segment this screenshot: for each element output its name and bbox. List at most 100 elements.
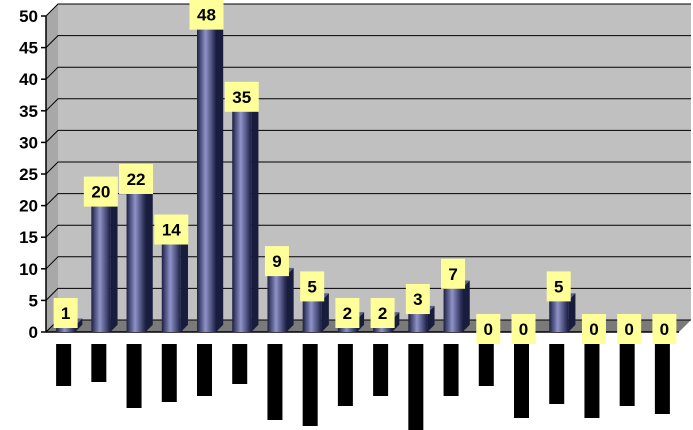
data-label: 48	[189, 0, 224, 30]
bar-front	[197, 28, 216, 332]
category-label	[549, 344, 565, 404]
data-label-text: 0	[660, 320, 669, 339]
data-label: 35	[224, 81, 259, 112]
category-label	[373, 344, 389, 396]
category-label	[654, 344, 670, 414]
y-tick-label: 50	[19, 7, 38, 26]
data-label: 14	[154, 214, 189, 245]
data-label-text: 0	[484, 320, 493, 339]
data-label-text: 48	[197, 6, 216, 25]
bar	[91, 198, 118, 332]
bar-front	[126, 192, 146, 332]
data-label: 1	[53, 298, 78, 328]
bar-side	[110, 198, 118, 332]
data-label: 0	[617, 314, 642, 344]
data-label-box	[224, 81, 259, 112]
data-label-box	[652, 314, 677, 344]
bar-front	[408, 313, 428, 332]
data-label-text: 0	[519, 320, 528, 339]
bar-side	[462, 280, 470, 332]
bar-side	[180, 236, 188, 332]
data-label-text: 3	[413, 290, 422, 309]
y-tick-label: 25	[19, 165, 38, 184]
data-label: 20	[83, 176, 118, 207]
data-label-box	[264, 246, 289, 277]
data-label-text: 9	[272, 252, 281, 271]
category-label	[267, 344, 283, 420]
data-label: 22	[119, 163, 154, 194]
bar	[161, 236, 188, 332]
bar	[232, 103, 259, 332]
data-label-text: 5	[307, 277, 316, 296]
y-tick-label: 20	[19, 197, 38, 216]
data-label-box	[335, 298, 360, 328]
data-label-box	[546, 271, 571, 302]
gridline	[45, 35, 691, 48]
data-label-text: 0	[589, 320, 598, 339]
category-label	[161, 344, 177, 402]
data-label-box	[119, 163, 154, 194]
bar	[126, 185, 153, 332]
gridline	[45, 287, 691, 301]
category-labels	[56, 344, 670, 430]
data-label-box	[370, 298, 395, 328]
data-label-text: 14	[162, 221, 181, 240]
y-axis-tick-labels: 0 5 10 15 20 25 30 35 40 45 50	[19, 7, 38, 342]
data-label-box	[405, 284, 430, 315]
data-label-text: 20	[91, 183, 110, 202]
data-label-box	[581, 314, 606, 344]
category-label	[337, 344, 353, 406]
data-label-box	[154, 214, 189, 245]
bar-front	[267, 275, 287, 332]
bar-side	[251, 103, 259, 332]
bar-side	[321, 293, 329, 332]
gridline	[45, 129, 691, 143]
data-label-box	[476, 314, 501, 344]
bar-front	[549, 300, 569, 332]
bar-side	[145, 185, 153, 332]
data-label: 0	[476, 314, 501, 344]
data-label-text: 22	[127, 170, 146, 189]
bar-side	[286, 267, 294, 332]
bar-front	[443, 287, 463, 332]
data-label-text: 5	[554, 277, 563, 296]
data-label-text: 7	[448, 265, 457, 284]
bar-front	[91, 205, 111, 332]
data-label-text: 35	[232, 88, 251, 107]
gridline	[45, 98, 691, 112]
category-label	[197, 344, 212, 396]
y-tick-label: 35	[19, 102, 38, 121]
data-label: 0	[652, 314, 677, 344]
y-tick-label: 5	[29, 291, 38, 310]
data-label: 3	[405, 284, 430, 315]
category-label	[619, 344, 635, 406]
y-tick-label: 45	[19, 39, 38, 58]
axes	[41, 15, 679, 333]
data-label-text: 0	[624, 320, 633, 339]
bar	[197, 21, 224, 332]
bar	[267, 267, 294, 332]
category-label	[302, 344, 318, 426]
category-label	[514, 344, 529, 418]
bar-side	[216, 21, 224, 332]
data-label: 0	[581, 314, 606, 344]
gridline	[45, 3, 691, 17]
y-tick-label: 15	[19, 228, 38, 247]
bar-front	[161, 243, 181, 332]
data-label: 7	[441, 258, 466, 289]
data-label: 5	[300, 271, 325, 302]
category-label	[584, 344, 600, 418]
data-label: 2	[335, 298, 360, 328]
data-label-box	[511, 314, 536, 344]
category-label	[478, 344, 494, 386]
data-label: 0	[511, 314, 536, 344]
category-label	[126, 344, 142, 408]
gridline	[45, 256, 691, 270]
data-label-box	[441, 258, 466, 289]
data-label-box	[83, 176, 118, 207]
category-label	[56, 344, 72, 386]
category-label	[408, 344, 424, 430]
category-label	[232, 344, 248, 384]
